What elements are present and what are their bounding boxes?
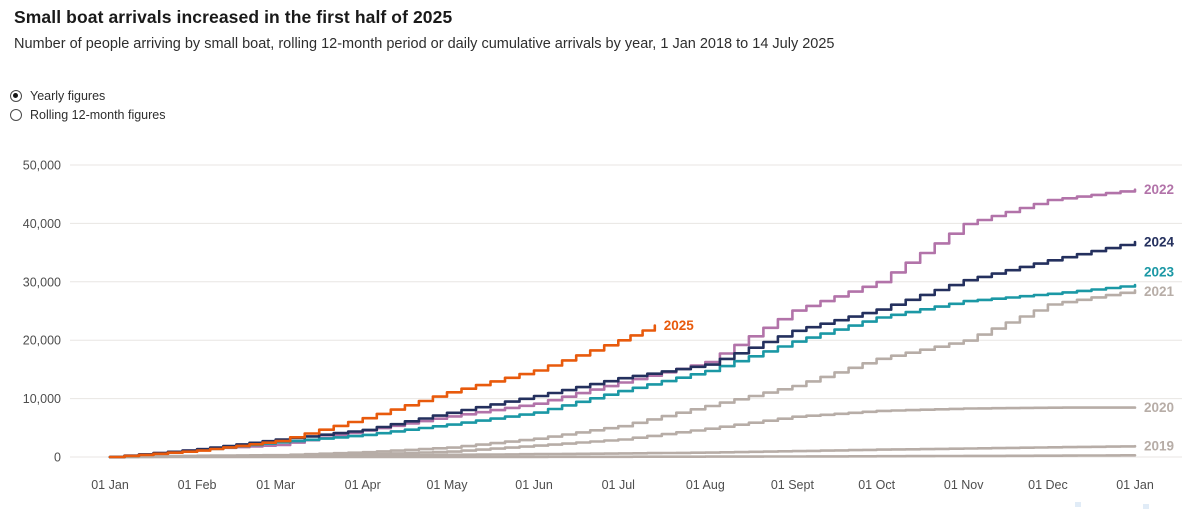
series-end-label-2020: 2020 (1144, 400, 1174, 415)
y-axis-tick-label: 30,000 (23, 275, 61, 289)
chart-type-radio-group: Yearly figures Rolling 12-month figures (10, 88, 166, 122)
x-axis-tick-label: 01 Apr (345, 478, 381, 492)
x-axis-tick-label: 01 Sept (771, 478, 815, 492)
y-axis-tick-label: 10,000 (23, 392, 61, 406)
radio-rolling-12-month-figures[interactable]: Rolling 12-month figures (10, 107, 166, 122)
series-end-label-2019: 2019 (1144, 439, 1174, 454)
series-line-2025[interactable] (108, 324, 657, 459)
page-subtitle: Number of people arriving by small boat,… (14, 36, 835, 52)
x-axis-tick-label: 01 Jan (1116, 478, 1154, 492)
series-line-2022[interactable] (108, 188, 1137, 459)
x-axis-tick-label: 01 Nov (944, 478, 984, 492)
y-axis-tick-label: 50,000 (23, 159, 61, 173)
x-axis-tick-label: 01 Jul (602, 478, 635, 492)
series-end-label-2025: 2025 (664, 318, 695, 333)
series-end-label-2024: 2024 (1144, 234, 1175, 249)
series-end-label-2021: 2021 (1144, 284, 1175, 299)
x-axis-tick-label: 01 Mar (256, 478, 295, 492)
radio-yearly-label: Yearly figures (30, 88, 106, 103)
page-title: Small boat arrivals increased in the fir… (14, 7, 453, 27)
series-end-label-2023: 2023 (1144, 265, 1175, 280)
x-axis-tick-label: 01 Feb (178, 478, 217, 492)
y-axis-tick-label: 0 (54, 451, 61, 465)
series-line-2023[interactable] (108, 283, 1137, 459)
x-axis-tick-label: 01 Oct (858, 478, 895, 492)
y-axis-tick-label: 40,000 (23, 217, 61, 231)
cropped-ui-artifact (1075, 502, 1081, 507)
y-axis-tick-label: 20,000 (23, 334, 61, 348)
x-axis-tick-label: 01 Jan (91, 478, 129, 492)
radio-rolling-label: Rolling 12-month figures (30, 107, 166, 122)
series-line-2021[interactable] (108, 289, 1137, 459)
radio-yearly-figures[interactable]: Yearly figures (10, 88, 166, 103)
series-line-2024[interactable] (108, 240, 1137, 459)
radio-button-icon[interactable] (10, 89, 22, 102)
x-axis-tick-label: 01 Jun (515, 478, 553, 492)
x-axis-tick-label: 01 Aug (686, 478, 725, 492)
series-end-label-2022: 2022 (1144, 182, 1174, 197)
cropped-ui-artifact (1143, 504, 1149, 509)
x-axis-tick-label: 01 May (426, 478, 468, 492)
x-axis-tick-label: 01 Dec (1028, 478, 1068, 492)
radio-button-icon[interactable] (10, 108, 22, 121)
